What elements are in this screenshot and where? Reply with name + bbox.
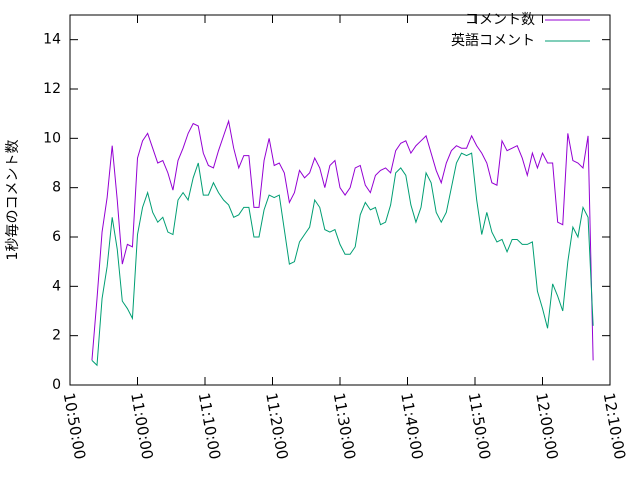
- y-tick-label: 8: [52, 180, 61, 196]
- series-line: [91, 152, 594, 367]
- x-tick-label: 11:10:00: [195, 391, 224, 460]
- y-tick-label: 2: [52, 328, 61, 344]
- x-tick-label: 11:20:00: [262, 391, 291, 460]
- x-tick-label: 11:00:00: [127, 391, 156, 460]
- series-line: [91, 119, 594, 361]
- x-tick-label: 12:00:00: [532, 391, 561, 460]
- x-tick-label: 10:50:00: [60, 391, 89, 460]
- x-tick-label: 11:30:00: [330, 391, 359, 460]
- x-tick-label: 11:40:00: [397, 391, 426, 460]
- legend-label: コメント数: [465, 12, 535, 28]
- y-tick-label: 4: [52, 278, 61, 294]
- y-axis-label: 1秒毎のコメント数: [5, 140, 21, 261]
- plot-border: [69, 14, 611, 386]
- x-tick-label: 12:10:00: [600, 391, 629, 460]
- y-tick-label: 10: [43, 130, 61, 146]
- x-tick-label: 11:50:00: [465, 391, 494, 460]
- y-tick-label: 6: [52, 229, 61, 245]
- legend-label: 英語コメント: [451, 32, 535, 49]
- y-tick-label: 14: [43, 32, 61, 48]
- y-tick-label: 0: [52, 377, 61, 393]
- y-tick-label: 12: [43, 81, 61, 97]
